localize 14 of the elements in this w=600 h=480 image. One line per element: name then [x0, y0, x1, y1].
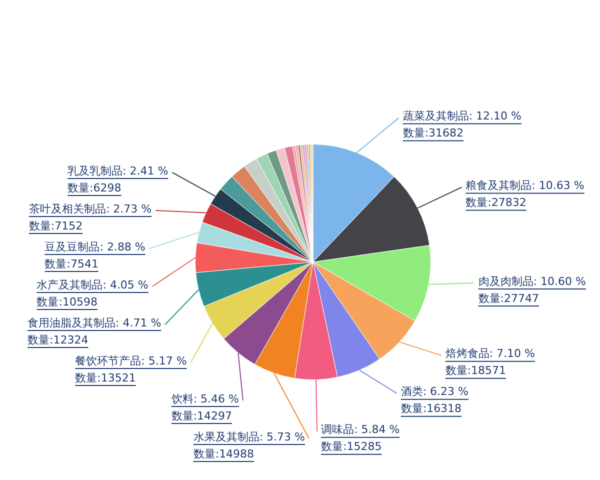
slice-label: 粮食及其制品: 10.63 % 数量:27832 [466, 179, 584, 210]
slice-label: 豆及豆制品: 2.88 % 数量:7541 [44, 240, 146, 270]
slice-label: 蔬菜及其制品: 12.10 % 数量:31682 [402, 110, 522, 140]
slice-label: 茶叶及相关制品: 2.73 % 数量:7152 [28, 202, 152, 232]
slice-label: 水果及其制品: 5.73 % 数量:14988 [193, 430, 306, 460]
slice-label: 肉及肉制品: 10.60 % 数量:27747 [478, 274, 586, 305]
slice-label: 酒类: 6.23 % 数量:16318 [400, 385, 469, 416]
slice-label: 乳及乳制品: 2.41 % 数量:6298 [68, 164, 168, 194]
slice-label: 焙烤食品: 7.10 % 数量:18571 [445, 347, 535, 378]
slice-label: 水产及其制品: 4.05 % 数量:10598 [36, 278, 148, 308]
slice-label: 食用油脂及其制品: 4.71 % 数量:12324 [28, 316, 162, 346]
slice-label: 饮料: 5.46 % 数量:14297 [170, 392, 239, 422]
slice-label: 餐饮环节产品: 5.17 % 数量:13521 [75, 354, 187, 384]
slice-label: 调味品: 5.84 % 数量:15285 [321, 423, 400, 454]
